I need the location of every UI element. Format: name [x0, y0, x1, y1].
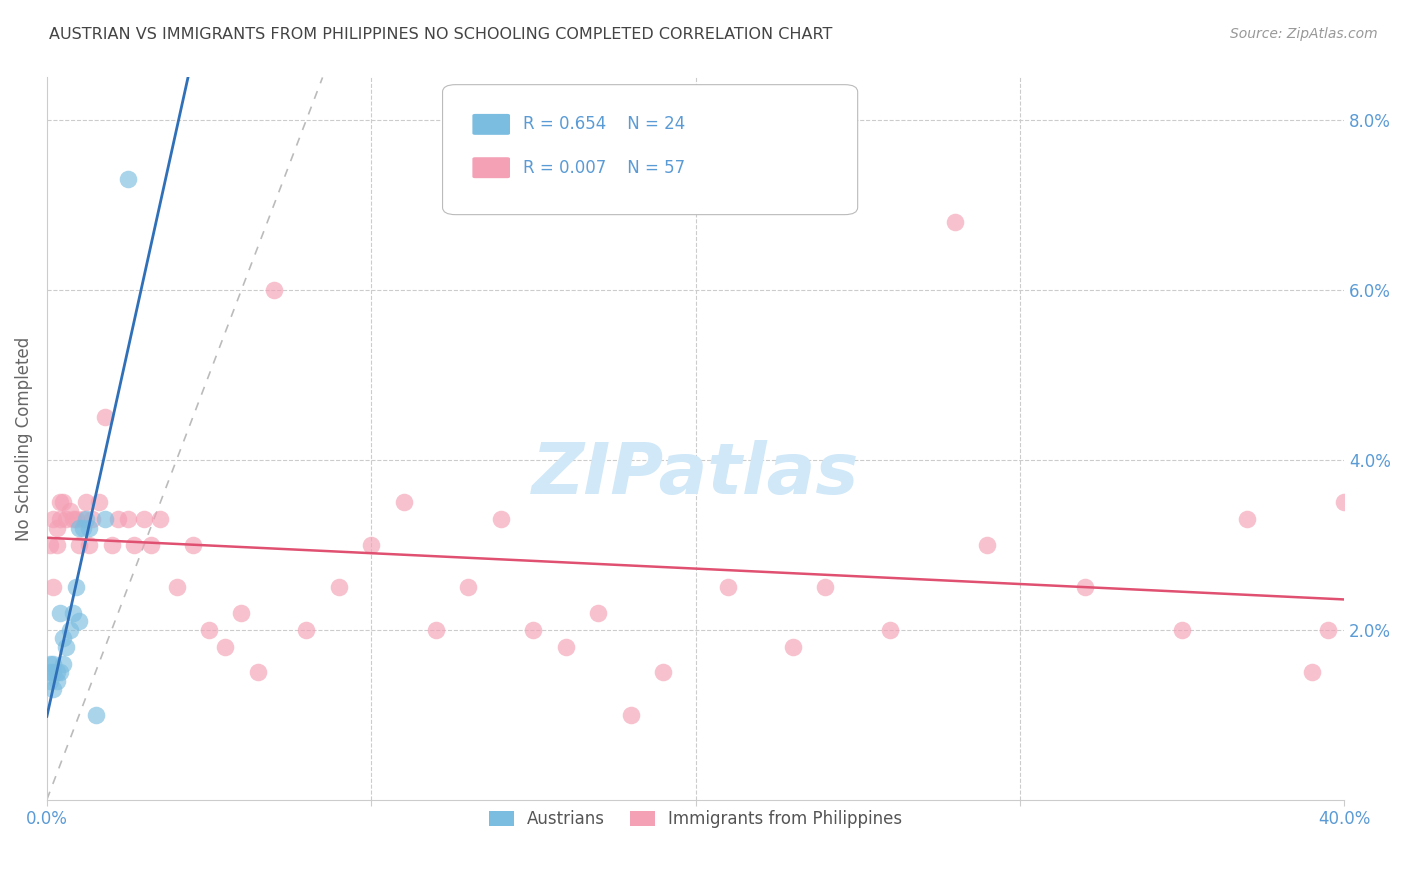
Point	[1333, 495, 1355, 509]
Point	[263, 283, 285, 297]
Point	[879, 623, 901, 637]
Point	[717, 580, 740, 594]
Point	[1301, 665, 1323, 679]
Point	[139, 538, 162, 552]
Point	[65, 580, 87, 594]
Point	[87, 495, 110, 509]
Point	[45, 521, 67, 535]
Point	[72, 521, 94, 535]
Point	[39, 657, 62, 671]
Point	[67, 538, 90, 552]
Point	[100, 538, 122, 552]
Point	[52, 631, 75, 645]
Point	[554, 640, 576, 654]
Point	[55, 512, 77, 526]
Point	[42, 665, 65, 679]
Point	[55, 640, 77, 654]
Point	[124, 538, 146, 552]
Point	[94, 512, 117, 526]
Point	[231, 606, 253, 620]
Point	[117, 172, 139, 186]
Point	[39, 673, 62, 688]
Point	[652, 665, 675, 679]
Point	[295, 623, 318, 637]
FancyBboxPatch shape	[472, 114, 510, 135]
Point	[42, 682, 65, 697]
Point	[166, 580, 188, 594]
Legend: Austrians, Immigrants from Philippines: Austrians, Immigrants from Philippines	[482, 803, 910, 835]
Text: Source: ZipAtlas.com: Source: ZipAtlas.com	[1230, 27, 1378, 41]
Point	[1316, 623, 1339, 637]
Point	[58, 623, 80, 637]
Point	[77, 521, 100, 535]
Point	[586, 606, 609, 620]
Point	[39, 538, 62, 552]
Point	[49, 606, 72, 620]
Point	[45, 665, 67, 679]
Point	[181, 538, 204, 552]
Point	[42, 512, 65, 526]
Point	[58, 504, 80, 518]
Point	[943, 215, 966, 229]
Point	[620, 707, 643, 722]
Point	[489, 512, 512, 526]
Point	[107, 512, 129, 526]
Point	[522, 623, 544, 637]
Point	[1236, 512, 1258, 526]
Point	[75, 495, 97, 509]
Text: AUSTRIAN VS IMMIGRANTS FROM PHILIPPINES NO SCHOOLING COMPLETED CORRELATION CHART: AUSTRIAN VS IMMIGRANTS FROM PHILIPPINES …	[49, 27, 832, 42]
Point	[42, 657, 65, 671]
Text: ZIPatlas: ZIPatlas	[531, 440, 859, 509]
Y-axis label: No Schooling Completed: No Schooling Completed	[15, 336, 32, 541]
Point	[94, 410, 117, 425]
Point	[45, 538, 67, 552]
Point	[49, 512, 72, 526]
Point	[77, 538, 100, 552]
Point	[82, 512, 104, 526]
Point	[328, 580, 350, 594]
FancyBboxPatch shape	[472, 157, 510, 178]
Point	[149, 512, 172, 526]
Point	[65, 512, 87, 526]
Point	[198, 623, 221, 637]
Point	[976, 538, 998, 552]
Text: R = 0.007    N = 57: R = 0.007 N = 57	[523, 159, 685, 177]
Point	[246, 665, 269, 679]
Text: R = 0.654    N = 24: R = 0.654 N = 24	[523, 115, 685, 134]
Point	[360, 538, 382, 552]
Point	[814, 580, 837, 594]
Point	[42, 580, 65, 594]
Point	[62, 512, 84, 526]
Point	[45, 673, 67, 688]
Point	[782, 640, 804, 654]
Point	[1171, 623, 1194, 637]
Point	[72, 512, 94, 526]
Point	[67, 614, 90, 628]
Point	[392, 495, 415, 509]
Point	[134, 512, 156, 526]
Point	[75, 512, 97, 526]
Point	[84, 707, 107, 722]
Point	[425, 623, 447, 637]
Point	[62, 606, 84, 620]
Point	[117, 512, 139, 526]
Point	[214, 640, 236, 654]
Point	[39, 665, 62, 679]
Point	[49, 665, 72, 679]
Point	[1073, 580, 1095, 594]
Point	[67, 521, 90, 535]
Point	[52, 495, 75, 509]
Point	[52, 657, 75, 671]
Point	[457, 580, 479, 594]
Point	[49, 495, 72, 509]
FancyBboxPatch shape	[443, 85, 858, 215]
